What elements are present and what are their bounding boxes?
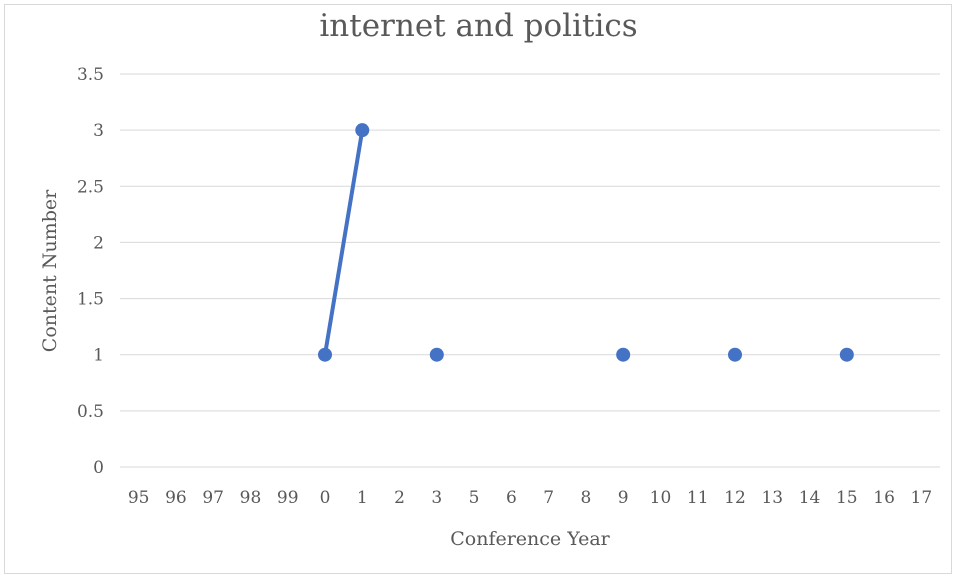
y-tick-label: 2 — [93, 233, 104, 253]
x-tick-label: 17 — [911, 488, 933, 508]
data-point — [429, 347, 444, 362]
x-tick-label: 98 — [240, 488, 262, 508]
x-tick-label: 1 — [357, 488, 368, 508]
x-tick-label: 6 — [506, 488, 517, 508]
data-point — [616, 347, 631, 362]
x-tick-label: 97 — [202, 488, 224, 508]
x-tick-label: 10 — [650, 488, 672, 508]
x-tick-label: 8 — [580, 488, 591, 508]
x-tick-label: 7 — [543, 488, 554, 508]
x-tick-label: 16 — [873, 488, 895, 508]
x-tick-label: 3 — [431, 488, 442, 508]
chart-frame — [4, 4, 952, 574]
y-tick-label: 1.5 — [77, 290, 104, 310]
x-tick-label: 0 — [320, 488, 331, 508]
x-tick-label: 96 — [165, 488, 187, 508]
data-point — [839, 347, 854, 362]
y-tick-label: 0 — [93, 458, 104, 478]
x-tick-label: 2 — [394, 488, 405, 508]
chart-title: internet and politics — [319, 8, 638, 44]
data-point — [355, 123, 370, 138]
x-tick-label: 15 — [836, 488, 858, 508]
y-tick-label: 2.5 — [77, 177, 104, 197]
y-tick-label: 1 — [93, 346, 104, 366]
series-line-segment — [323, 128, 365, 357]
y-tick-label: 3.5 — [77, 65, 104, 85]
y-tick-label: 3 — [93, 121, 104, 141]
x-tick-label: 99 — [277, 488, 299, 508]
x-axis-label: Conference Year — [450, 528, 610, 550]
x-tick-label: 9 — [618, 488, 629, 508]
data-point — [728, 347, 742, 362]
x-tick-label: 12 — [724, 488, 746, 508]
data-point — [318, 347, 332, 362]
x-tick-label: 14 — [799, 488, 821, 508]
x-tick-label: 5 — [469, 488, 480, 508]
x-tick-label: 95 — [128, 488, 150, 508]
x-tick-label: 11 — [687, 488, 709, 508]
y-tick-label: 0.5 — [77, 402, 104, 422]
x-tick-label: 13 — [761, 488, 783, 508]
